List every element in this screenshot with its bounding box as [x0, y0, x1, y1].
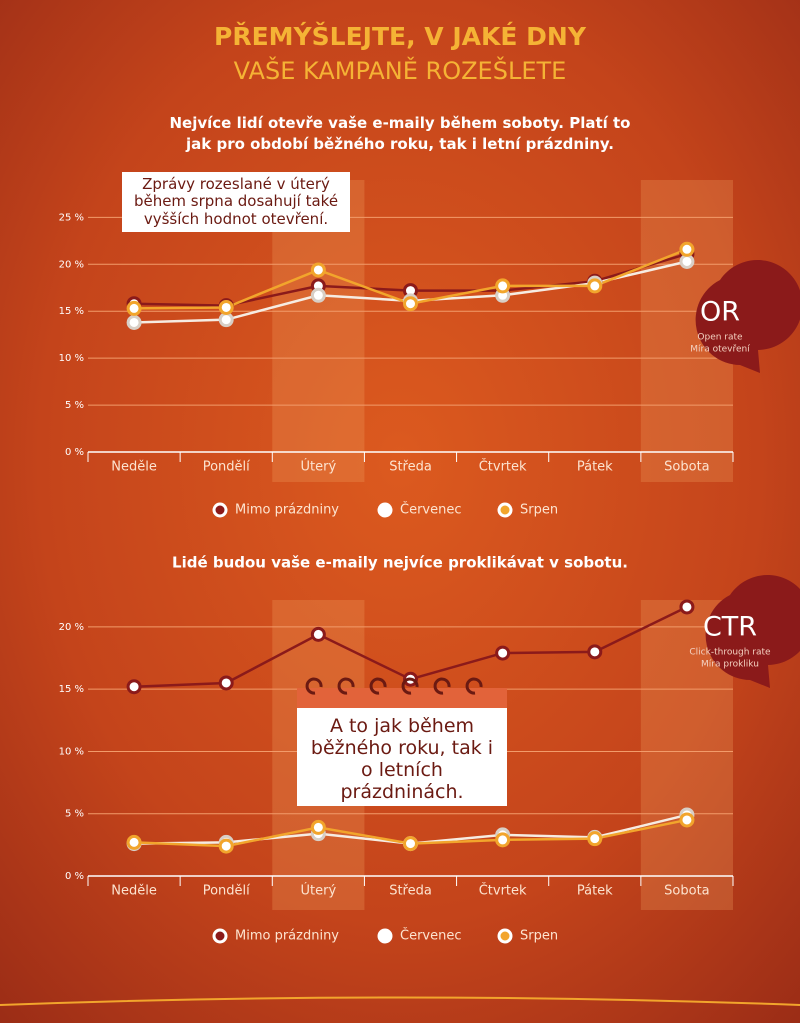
data-point	[679, 599, 695, 615]
annotation: Zprávy rozeslané v úterý během srpna dos…	[122, 172, 350, 232]
badge-label: OR	[700, 297, 740, 328]
calendar-ring	[369, 677, 387, 695]
badge-shape	[705, 575, 800, 688]
data-point	[679, 812, 695, 828]
data-point	[218, 675, 234, 691]
legend-marker	[377, 928, 393, 944]
data-point	[126, 679, 142, 695]
legend-label: Mimo prázdniny	[235, 929, 339, 944]
data-point	[679, 241, 695, 257]
data-point	[403, 836, 418, 852]
badge-line1: Click-through rate	[689, 648, 771, 658]
x-tick-label: Čtvrtek	[479, 883, 527, 899]
y-tick-label: 5 %	[65, 400, 84, 411]
x-tick-label: Sobota	[664, 884, 709, 899]
calendar-ring	[305, 677, 323, 695]
calendar-ring	[337, 677, 355, 695]
data-point	[495, 832, 511, 848]
data-point	[403, 296, 418, 312]
legend-marker	[377, 502, 393, 518]
legend-label: Srpen	[520, 929, 558, 944]
data-point	[310, 626, 326, 642]
x-tick-label: Úterý	[301, 459, 337, 475]
y-tick-label: 0 %	[65, 871, 84, 882]
y-tick-label: 20 %	[59, 622, 84, 633]
legend-marker	[497, 502, 513, 518]
data-point	[126, 834, 142, 850]
x-tick-label: Středa	[389, 460, 432, 475]
chart-title: Nejvíce lidí otevře vaše e-maily během s…	[170, 114, 631, 153]
x-tick-label: Pondělí	[203, 460, 250, 475]
calendar-ring	[465, 677, 483, 695]
y-tick-label: 20 %	[59, 259, 84, 270]
legend-label: Červenec	[400, 502, 462, 518]
data-point	[218, 838, 234, 854]
data-point	[495, 645, 511, 661]
x-tick-label: Sobota	[664, 460, 709, 475]
subtitle: VAŠE KAMPANĚ ROZEŠLETE	[234, 55, 567, 85]
x-tick-label: Středa	[389, 884, 432, 899]
legend-label: Mimo prázdniny	[235, 503, 339, 518]
legend-marker	[497, 928, 513, 944]
title: PŘEMÝŠLEJTE, V JAKÉ DNY	[214, 21, 587, 51]
y-tick-label: 10 %	[59, 353, 84, 364]
badge-line1: Open rate	[697, 333, 743, 343]
x-tick-label: Pátek	[577, 460, 613, 475]
data-point	[310, 262, 326, 278]
decor-line	[0, 996, 800, 1006]
data-point	[495, 278, 511, 294]
data-point	[126, 300, 142, 316]
x-tick-label: Pátek	[577, 884, 613, 899]
legend-marker	[212, 928, 228, 944]
calendar-top	[297, 688, 507, 710]
badge-line2: Míra otevření	[690, 345, 750, 355]
y-tick-label: 0 %	[65, 447, 84, 458]
x-tick-label: Neděle	[111, 460, 157, 475]
data-point	[310, 819, 326, 835]
calendar-ring	[401, 677, 419, 695]
data-point	[679, 253, 695, 269]
data-point	[587, 831, 603, 847]
data-point	[218, 312, 234, 328]
legend-label: Srpen	[520, 503, 558, 518]
x-tick-label: Pondělí	[203, 884, 250, 899]
y-tick-label: 5 %	[65, 809, 84, 820]
annotation: A to jak během běžného roku, tak i o let…	[297, 708, 507, 806]
calendar-ring	[433, 677, 451, 695]
data-point	[218, 299, 234, 315]
badge-label: CTR	[703, 612, 757, 643]
badge-line2: Míra prokliku	[701, 660, 759, 670]
legend-marker	[212, 502, 228, 518]
x-tick-label: Neděle	[111, 884, 157, 899]
legend-label: Červenec	[400, 928, 462, 944]
data-point	[126, 314, 142, 330]
data-point	[587, 278, 603, 294]
data-point	[587, 644, 603, 660]
x-tick-label: Úterý	[301, 883, 337, 899]
data-point	[310, 287, 326, 303]
x-tick-label: Čtvrtek	[479, 459, 527, 475]
y-tick-label: 15 %	[59, 306, 84, 317]
badge-shape	[695, 260, 800, 373]
y-tick-label: 25 %	[59, 212, 84, 223]
chart-title: Lidé budou vaše e-maily nejvíce prokliká…	[172, 554, 628, 572]
y-tick-label: 15 %	[59, 684, 84, 695]
y-tick-label: 10 %	[59, 746, 84, 757]
